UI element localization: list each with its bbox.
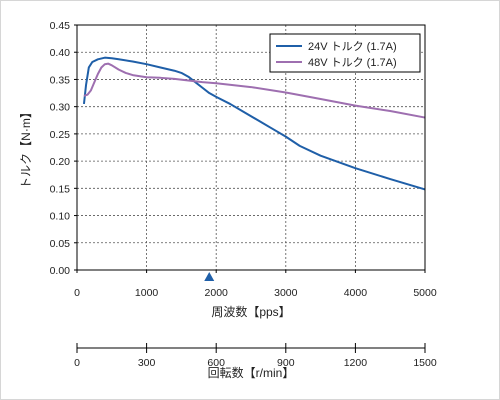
y-axis-ticks: 0.00 0.05 0.10 0.15 0.20 0.25 0.30 0.35 0.40 0.45: [50, 20, 77, 277]
secondary-x-axis-title: 回転数【r/min】: [208, 365, 295, 380]
series-line-1: [82, 56, 426, 191]
frequency-marker-triangle: [204, 272, 215, 281]
plot-border: [76, 24, 426, 271]
x-tick-label: 4000: [344, 287, 368, 299]
legend: 24V トルク (1.7A) 48V トルク (1.7A): [269, 33, 421, 73]
secondary-x-tick-label: 300: [138, 357, 156, 369]
y-tick-label: 0.10: [50, 211, 71, 223]
series-lines: [82, 56, 426, 191]
secondary-x-tick-label: 600: [207, 357, 225, 369]
y-tick-label: 0.25: [50, 129, 71, 141]
legend-label-1: 24V トルク (1.7A): [308, 40, 397, 53]
secondary-x-tick-label: 900: [277, 357, 295, 369]
y-tick-label: 0.00: [50, 265, 71, 277]
x-tick-label: 0: [74, 287, 80, 299]
y-axis-title: トルク【N·m】: [19, 106, 33, 189]
x-tick-label: 3000: [274, 287, 298, 299]
legend-label-2: 48V トルク (1.7A): [308, 56, 397, 69]
y-tick-label: 0.35: [50, 74, 71, 86]
secondary-x-tick-label: 1500: [413, 357, 437, 369]
x-tick-label: 2000: [205, 287, 229, 299]
y-tick-label: 0.15: [50, 183, 71, 195]
legend-box: [269, 33, 421, 73]
x-axis-title: 周波数【pps】: [211, 304, 290, 319]
x-tick-label: 5000: [413, 287, 437, 299]
secondary-x-tick-label: 1200: [344, 357, 368, 369]
secondary-x-axis: 0 300 600 900 1200 1500: [74, 343, 437, 369]
secondary-x-tick-label: 0: [74, 357, 80, 369]
y-tick-label: 0.20: [50, 156, 71, 168]
y-tick-label: 0.05: [50, 238, 71, 250]
series-line-2: [83, 62, 426, 119]
marker-layer: [204, 272, 215, 281]
y-tick-label: 0.40: [50, 47, 71, 59]
y-tick-label: 0.30: [50, 102, 71, 114]
y-tick-label: 0.45: [50, 20, 71, 32]
x-axis-ticks: 0 1000 2000 3000 4000 5000: [74, 270, 437, 299]
x-tick-label: 1000: [135, 287, 159, 299]
